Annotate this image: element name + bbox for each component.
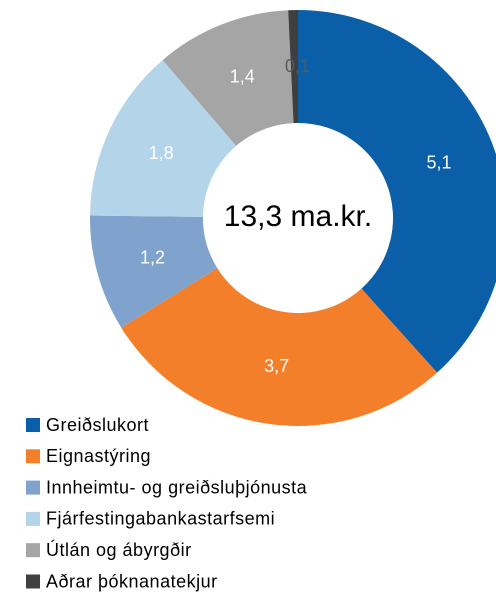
legend-label: Aðrar þóknanatekjur: [46, 571, 218, 591]
donut-slice: [288, 10, 298, 124]
legend-swatch: [26, 511, 40, 526]
donut-slice: [121, 268, 438, 426]
center-label: 13,3 ma.kr.: [224, 200, 372, 233]
donut-slice: [298, 10, 496, 373]
legend-swatch: [26, 480, 40, 495]
legend-swatch: [26, 574, 40, 589]
legend-label: Fjárfestingabankastarfsemi: [46, 509, 275, 529]
donut-slice: [89, 215, 218, 328]
legend-label: Innheimtu- og greiðsluþjónusta: [46, 477, 308, 497]
legend-swatch: [26, 449, 40, 464]
donut-slice: [162, 10, 294, 146]
donut-slice: [90, 60, 237, 217]
legend-label: Eignastýring: [46, 446, 151, 466]
slice-label: 0,1: [285, 56, 310, 76]
slice-label: 1,4: [230, 66, 255, 86]
legend-label: Greiðslukort: [46, 415, 149, 435]
legend-label: Útlán og ábyrgðir: [46, 539, 192, 560]
legend-swatch: [26, 418, 40, 432]
slice-label: 1,8: [149, 143, 174, 163]
legend-swatch: [26, 543, 40, 558]
slice-label: 5,1: [426, 153, 451, 173]
slice-label: 3,7: [264, 356, 289, 376]
slice-label: 1,2: [140, 247, 165, 267]
